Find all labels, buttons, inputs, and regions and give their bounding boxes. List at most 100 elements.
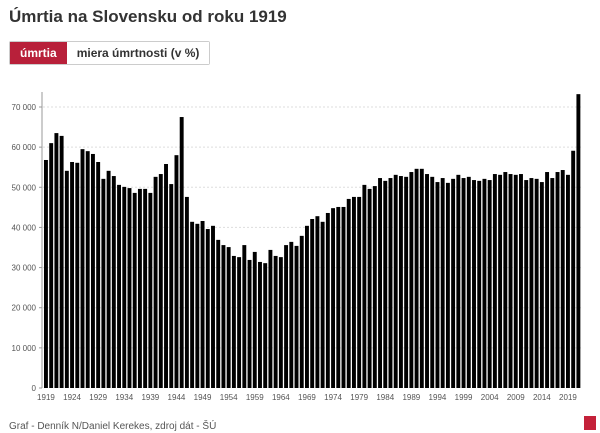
bar-1976 [341,206,346,388]
bar-1948 [195,223,200,388]
bar-1995 [440,178,445,388]
bar-1957 [242,245,247,388]
bar-1930 [101,178,106,388]
bar-1943 [169,184,174,388]
view-tabs: úmrtia miera úmrtnosti (v %) [9,41,211,65]
bar-1927 [85,151,90,388]
x-tick-label: 1974 [324,393,342,402]
tab-mortality-rate[interactable]: miera úmrtnosti (v %) [66,42,210,64]
bar-1936 [132,192,137,388]
bar-1954 [226,247,231,388]
bar-1942 [164,164,168,388]
bar-1956 [237,257,242,388]
bar-1938 [143,188,148,388]
bar-1980 [362,184,367,388]
bar-1968 [299,235,304,388]
bar-1999 [461,178,466,388]
bar-2011 [524,180,529,388]
bar-1920 [49,143,54,388]
bar-1990 [414,168,419,388]
bar-1959 [252,251,257,388]
x-tick-label: 2014 [533,393,551,402]
x-tick-label: 1934 [115,393,133,402]
bar-2013 [534,178,539,388]
bar-1996 [445,182,450,388]
bar-2006 [498,174,503,388]
bar-1985 [388,178,393,388]
tab-deaths[interactable]: úmrtia [10,42,67,64]
x-tick-label: 1964 [272,393,290,402]
bar-1986 [393,174,398,388]
bar-1984 [383,180,388,388]
bar-1973 [325,212,330,388]
bar-1978 [351,196,356,388]
bar-1987 [398,176,403,388]
bar-1951 [211,225,215,388]
bar-1940 [153,176,158,388]
bar-2001 [472,180,476,388]
bar-1960 [258,261,262,388]
bar-1935 [127,188,132,388]
bar-1997 [451,178,456,388]
bar-2010 [519,174,523,388]
bar-1981 [367,188,372,388]
y-tick-label: 70 000 [12,103,37,112]
x-tick-label: 1994 [429,393,447,402]
bar-1982 [372,186,377,388]
x-tick-label: 1944 [168,393,186,402]
y-tick-label: 50 000 [12,183,37,192]
x-tick-label: 1999 [455,393,473,402]
bar-1939 [148,192,153,388]
bar-1967 [294,245,299,388]
y-tick-label: 40 000 [12,223,37,232]
bar-1932 [111,176,116,388]
x-tick-label: 1989 [402,393,420,402]
bar-1921 [54,133,59,388]
bar-2021 [576,94,581,388]
bar-1989 [409,172,414,388]
x-tick-label: 1939 [141,393,159,402]
bar-2019 [566,174,570,388]
bar-2002 [477,180,482,388]
bar-1926 [80,149,85,388]
x-tick-label: 1984 [376,393,394,402]
bar-2005 [492,174,497,388]
bar-1922 [59,135,64,388]
bar-1988 [404,176,409,388]
y-tick-label: 20 000 [12,304,37,313]
bar-1962 [268,249,273,388]
bar-2000 [466,176,471,388]
bar-1966 [289,241,294,388]
bar-2003 [482,178,487,388]
bar-1931 [106,170,111,388]
bar-1994 [435,182,440,388]
bar-1923 [64,170,69,388]
bar-chart: 0 10 000 20 000 30 000 40 000 50 000 60 000 70 … [12,92,583,402]
bar-1992 [425,174,429,388]
y-tick-label: 30 000 [12,264,37,273]
bar-1924 [70,161,75,388]
bar-1933 [117,184,121,388]
bar-1953 [221,245,226,388]
bar-1958 [247,259,252,388]
bar-2008 [508,174,513,388]
bar-2004 [487,180,492,388]
x-tick-label: 1924 [63,393,81,402]
bar-1993 [430,176,435,388]
bar-1972 [320,221,325,388]
x-tick-label: 1979 [350,393,368,402]
bar-1945 [179,117,184,389]
x-tick-label: 1969 [298,393,316,402]
bar-1928 [90,153,95,388]
bar-1979 [357,196,362,388]
bar-1950 [205,229,210,388]
bar-1961 [263,263,268,388]
bar-1934 [122,186,127,388]
bar-1955 [231,255,236,388]
bar-1947 [190,221,195,388]
bar-1949 [200,221,205,388]
y-tick-label: 0 [32,384,37,393]
bar-1929 [96,161,101,388]
bar-1977 [346,198,351,388]
x-tick-label: 1954 [220,393,238,402]
